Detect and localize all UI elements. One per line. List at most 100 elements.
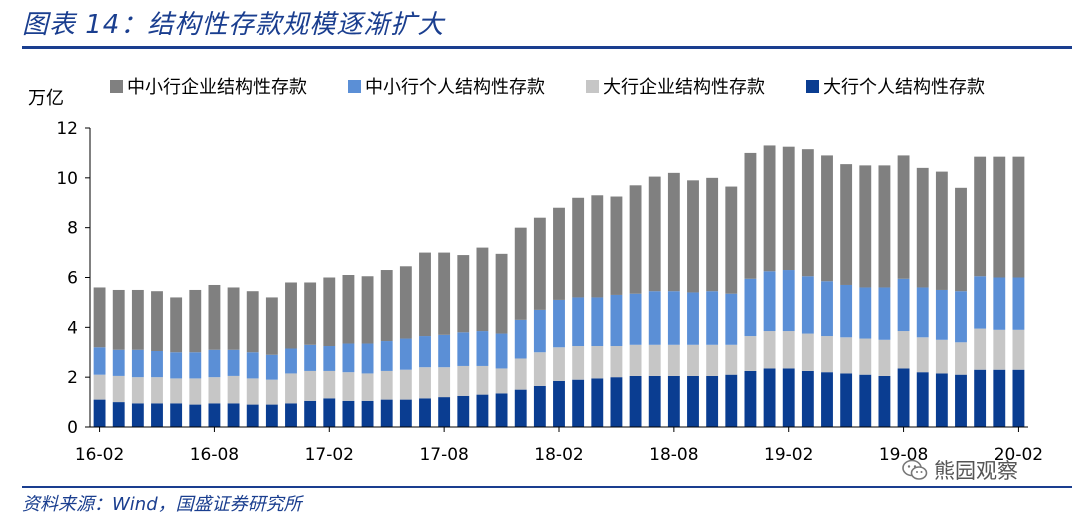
bar-segment <box>495 333 508 369</box>
bar-segment <box>151 291 163 352</box>
bar-segment <box>304 400 317 427</box>
bar-segment <box>706 375 719 427</box>
legend-swatch <box>348 80 361 93</box>
bar-segment <box>419 336 431 368</box>
bar-segment <box>380 341 393 371</box>
bars <box>93 145 1025 427</box>
y-tick-label: 2 <box>67 368 78 388</box>
x-tick-label: 16-02 <box>75 445 124 465</box>
y-tick-label: 4 <box>67 318 78 338</box>
bar-segment <box>380 370 393 400</box>
bar-segment <box>361 343 374 374</box>
legend-swatch <box>586 80 599 93</box>
bar-segment <box>878 165 891 288</box>
bar-segment <box>476 331 489 366</box>
bar-segment <box>323 277 336 347</box>
bar-segment <box>667 291 680 345</box>
bar-segment <box>878 375 891 427</box>
bar-segment <box>265 379 278 405</box>
bar-segment <box>782 331 795 369</box>
bar-segment <box>361 373 374 401</box>
bar-segment <box>170 297 183 353</box>
bar-segment <box>993 329 1006 370</box>
bar-segment <box>131 377 144 404</box>
bar-segment <box>170 378 183 404</box>
x-tick-label: 18-02 <box>534 445 583 465</box>
legend-label: 中小行个人结构性存款 <box>365 77 545 98</box>
bar-segment <box>840 284 853 338</box>
bar-segment <box>897 368 910 427</box>
bar-segment <box>189 378 202 405</box>
bar-segment <box>399 266 412 339</box>
bar-segment <box>342 343 355 373</box>
legend-label: 中小行企业结构性存款 <box>127 77 307 98</box>
bar-segment <box>859 165 872 288</box>
x-axis: 16-02 16-08 17-02 17-08 18-02 18-08 19-02 19-08… <box>75 426 1043 465</box>
bar-segment <box>246 352 259 379</box>
bar-segment <box>725 293 738 345</box>
bar-segment <box>955 187 967 292</box>
bar-segment <box>667 344 680 376</box>
bar-segment <box>878 339 891 376</box>
bar-segment <box>380 270 393 342</box>
bar-segment <box>993 369 1006 427</box>
bar-segment <box>878 287 891 340</box>
bar-segment <box>93 347 106 375</box>
bar-segment <box>170 403 183 427</box>
bar-segment <box>667 172 680 292</box>
bar-segment <box>304 370 317 401</box>
bar-segment <box>553 207 565 300</box>
bar-segment <box>93 399 106 427</box>
bar-segment <box>553 380 565 427</box>
bar-segment <box>476 394 489 427</box>
bar-segment <box>112 402 125 427</box>
bar-segment <box>399 399 412 427</box>
bar-segment <box>304 344 317 371</box>
bar-segment <box>419 367 431 399</box>
bar-segment <box>227 403 240 427</box>
bar-segment <box>495 253 508 334</box>
bar-segment <box>591 297 604 347</box>
x-tick-label: 20-02 <box>994 445 1043 465</box>
bar-segment <box>801 333 814 371</box>
bar-segment <box>725 186 738 294</box>
bar-segment <box>897 155 910 279</box>
bar-segment <box>667 375 680 427</box>
bar-segment <box>955 342 967 375</box>
x-tick-label: 19-08 <box>879 445 928 465</box>
bar-segment <box>476 365 489 395</box>
bar-segment <box>380 399 393 427</box>
title-rule <box>22 46 1072 49</box>
bar-segment <box>246 291 259 353</box>
bar-segment <box>572 297 585 347</box>
bar-segment <box>112 375 125 403</box>
bar-segment <box>1012 329 1025 370</box>
bar-segment <box>821 372 833 427</box>
x-tick-label: 19-02 <box>764 445 813 465</box>
bar-segment <box>227 375 240 404</box>
bar-segment <box>514 227 527 320</box>
bar-segment <box>725 344 738 375</box>
bar-segment <box>533 217 546 310</box>
bar-segment <box>744 336 757 371</box>
bar-segment <box>553 299 565 348</box>
y-tick-label: 6 <box>67 269 78 289</box>
bar-segment <box>916 167 929 288</box>
bar-segment <box>935 289 948 340</box>
bar-segment <box>763 368 776 427</box>
bar-segment <box>304 282 317 345</box>
bar-segment <box>572 346 585 380</box>
bar-segment <box>342 275 355 344</box>
bar-segment <box>763 331 776 369</box>
bar-segment <box>285 403 297 427</box>
bar-segment <box>859 338 872 375</box>
bar-segment <box>514 319 527 359</box>
bar-segment <box>859 374 872 427</box>
bar-segment <box>112 289 125 350</box>
bar-segment <box>457 395 470 427</box>
bar-segment <box>246 404 259 427</box>
bar-segment <box>131 349 144 378</box>
bar-segment <box>342 400 355 427</box>
bar-segment <box>151 403 163 427</box>
stacked-bar-chart: 中小行企业结构性存款 中小行个人结构性存款 大行企业结构性存款 大行个人结构性存款 万… <box>28 77 1043 465</box>
